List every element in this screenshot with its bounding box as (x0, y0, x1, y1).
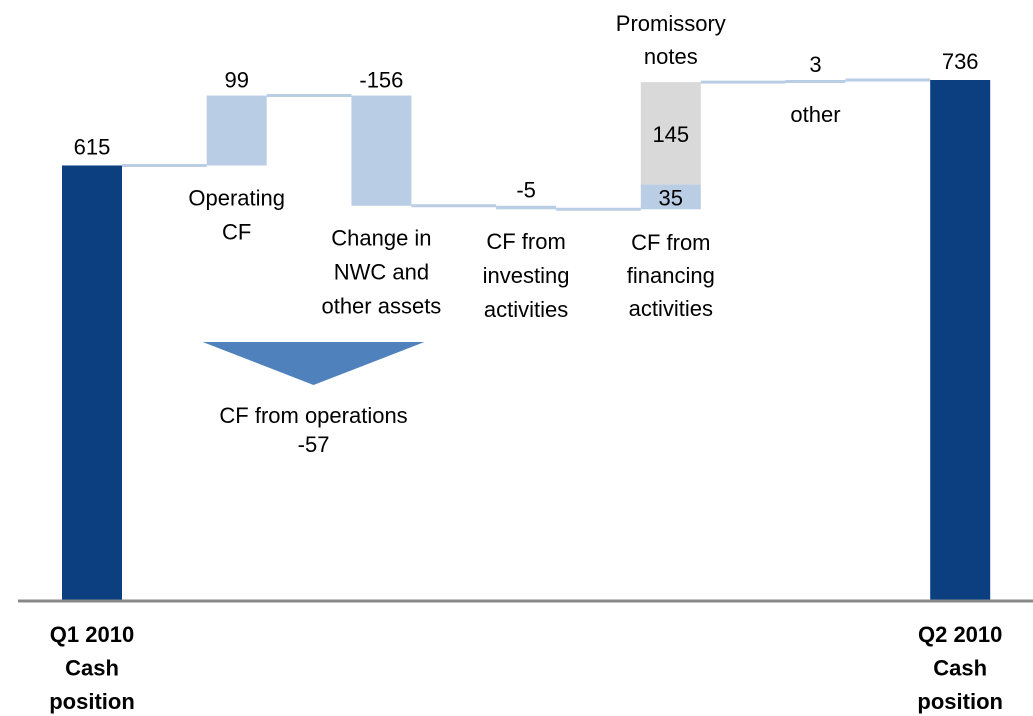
change-bar (785, 80, 846, 83)
category-label: Q2 2010 (918, 622, 1002, 647)
category-label: NWC and (334, 260, 429, 285)
category-label: investing (483, 263, 570, 288)
value-label: 99 (224, 67, 248, 92)
change-bar (206, 95, 267, 166)
change-bar (496, 205, 557, 210)
segment-name: notes (644, 44, 698, 69)
value-label: 3 (809, 52, 821, 77)
annotation-value: -57 (298, 432, 330, 457)
category-label: Change in (331, 226, 431, 251)
total-bar (930, 80, 991, 600)
category-label: CF (222, 219, 251, 244)
category-label: CF from (631, 230, 710, 255)
change-segment (640, 184, 701, 210)
value-label: 615 (74, 134, 111, 159)
category-label: other assets (321, 294, 441, 319)
change-bar (351, 95, 412, 206)
total-bar (62, 165, 122, 600)
category-label: position (917, 689, 1003, 714)
category-label: position (49, 689, 135, 714)
value-label: -156 (359, 67, 403, 92)
category-label: Q1 2010 (50, 622, 134, 647)
change-segment (640, 82, 701, 185)
value-label: -5 (516, 178, 536, 203)
annotation-arrow (202, 342, 425, 385)
value-label: 145 (652, 122, 689, 147)
category-label: financing (627, 263, 715, 288)
category-label: activities (629, 296, 713, 321)
annotation-label: CF from operations (219, 403, 407, 428)
category-label: Cash (65, 655, 119, 680)
segment-name: Promissory (616, 11, 726, 36)
value-label: 736 (942, 49, 979, 74)
category-label: Cash (933, 655, 987, 680)
category-label: other (790, 102, 840, 127)
category-label: activities (484, 297, 568, 322)
category-label: Operating (188, 185, 285, 210)
value-label: 35 (659, 186, 683, 211)
category-label: CF from (486, 229, 565, 254)
